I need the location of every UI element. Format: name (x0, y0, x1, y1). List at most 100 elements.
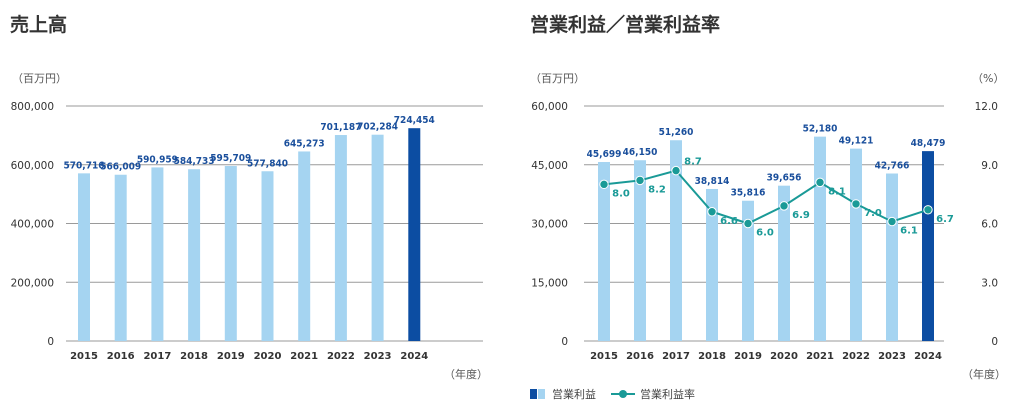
margin-value-label: 8.2 (648, 184, 666, 195)
margin-point (815, 177, 825, 188)
sales-bar (151, 167, 164, 341)
sales-y-tick-label: 800,000 (11, 101, 54, 113)
sales-chart-title: 売上高 (10, 14, 68, 36)
profit-bar (598, 162, 610, 341)
profit-value-label: 52,180 (803, 124, 838, 135)
profit-x-tick-label: 2018 (698, 351, 726, 362)
profit-value-label: 49,121 (839, 136, 874, 147)
sales-bar (78, 173, 90, 341)
sales-x-tick-label: 2024 (400, 351, 428, 362)
sales-value-label: 590,959 (137, 154, 178, 165)
profit-value-label: 39,656 (767, 173, 802, 184)
sales-y-tick-label: 0 (47, 336, 54, 348)
profit-bar (886, 173, 898, 341)
profit-x-tick-label: 2020 (770, 351, 798, 362)
sales-x-tick-label: 2021 (290, 351, 318, 362)
margin-value-label: 8.1 (828, 186, 846, 197)
profit-y-tick-left: 15,000 (531, 277, 568, 289)
sales-bar (224, 166, 237, 341)
sales-x-tick-label: 2023 (364, 351, 392, 362)
legend-operating-profit-label: 営業利益 (552, 388, 596, 401)
profit-chart-title: 営業利益／営業利益率 (530, 14, 721, 36)
profit-bar (706, 188, 718, 341)
sales-bar (188, 169, 201, 341)
margin-point (707, 207, 717, 217)
profit-y-tick-right: 12.0 (975, 101, 998, 113)
profit-y-tick-right: 9.0 (981, 160, 998, 172)
sales-x-tick-label: 2017 (143, 351, 171, 362)
profit-bar (634, 160, 646, 341)
profit-y-tick-right: 3.0 (981, 277, 998, 289)
margin-point (635, 175, 645, 186)
profit-x-tick-label: 2021 (806, 351, 834, 362)
legend-operating-margin-label: 営業利益率 (640, 388, 695, 401)
sales-value-label: 570,716 (64, 160, 105, 171)
profit-bar (814, 136, 826, 341)
legend-operating-margin: 営業利益率 (610, 386, 695, 402)
margin-line (603, 169, 929, 225)
sales-value-label: 577,840 (247, 158, 288, 169)
sales-x-tick-label: 2018 (180, 351, 208, 362)
margin-point (779, 201, 789, 211)
sales-value-label: 701,187 (320, 122, 361, 133)
profit-unit-label-left: （百万円） (530, 72, 585, 85)
profit-value-label: 38,814 (695, 176, 730, 187)
profit-value-label: 46,150 (623, 147, 658, 158)
margin-value-label: 8.0 (612, 188, 630, 199)
sales-bar (298, 151, 311, 341)
margin-value-label: 6.7 (936, 214, 954, 225)
margin-value-label: 8.7 (684, 157, 702, 168)
profit-y-tick-right: 6.0 (981, 219, 998, 231)
sales-value-label: 702,284 (357, 122, 398, 133)
profit-y-tick-left: 30,000 (531, 219, 568, 231)
sales-unit-label: （百万円） (12, 72, 67, 85)
profit-bar (742, 200, 754, 341)
sales-value-label: 584,733 (174, 156, 215, 167)
sales-value-label: 566,009 (100, 162, 141, 173)
margin-point (887, 216, 897, 227)
profit-x-tick-label: 2015 (590, 351, 618, 362)
margin-value-label: 6.6 (720, 216, 738, 227)
sales-bar (408, 128, 421, 341)
margin-value-label: 7.0 (864, 208, 882, 219)
profit-bar (922, 151, 934, 341)
profit-unit-label-right: （%） (972, 72, 1005, 85)
margin-value-label: 6.9 (792, 210, 810, 221)
profit-bar (850, 148, 862, 341)
sales-x-unit-label: （年度） (444, 368, 488, 381)
sales-value-label: 724,454 (394, 115, 435, 126)
sales-x-tick-label: 2016 (107, 351, 135, 362)
profit-x-tick-label: 2022 (842, 351, 870, 362)
margin-point (671, 165, 681, 176)
sales-x-tick-label: 2022 (327, 351, 355, 362)
margin-value-label: 6.1 (900, 226, 918, 237)
sales-bar (371, 134, 384, 341)
sales-x-tick-label: 2019 (217, 351, 245, 362)
profit-value-label: 51,260 (659, 127, 694, 138)
sales-value-label: 645,273 (284, 138, 325, 149)
profit-y-tick-left: 0 (561, 336, 568, 348)
sales-bar (114, 174, 127, 341)
profit-x-unit-label: （年度） (962, 368, 1006, 381)
profit-x-tick-label: 2017 (662, 351, 690, 362)
legend-line-marker-icon (611, 390, 635, 398)
profit-y-tick-left: 60,000 (531, 101, 568, 113)
sales-y-tick-label: 400,000 (11, 219, 54, 231)
profit-value-label: 45,699 (587, 149, 622, 160)
sales-y-tick-label: 600,000 (11, 160, 54, 172)
sales-x-tick-label: 2015 (70, 351, 98, 362)
profit-y-tick-right: 0 (991, 336, 998, 348)
profit-x-tick-label: 2016 (626, 351, 654, 362)
margin-point (599, 179, 609, 190)
margin-point (851, 199, 861, 209)
sales-bar (334, 135, 347, 341)
profit-bar (670, 140, 682, 341)
sales-value-label: 595,709 (210, 153, 251, 164)
margin-point (743, 218, 753, 229)
profit-value-label: 48,479 (911, 138, 946, 149)
legend-bar-swatch-icon (530, 389, 545, 399)
profit-x-tick-label: 2024 (914, 351, 942, 362)
sales-bar (261, 171, 274, 341)
legend-operating-profit: 営業利益 (530, 386, 596, 402)
sales-y-tick-label: 200,000 (11, 277, 54, 289)
